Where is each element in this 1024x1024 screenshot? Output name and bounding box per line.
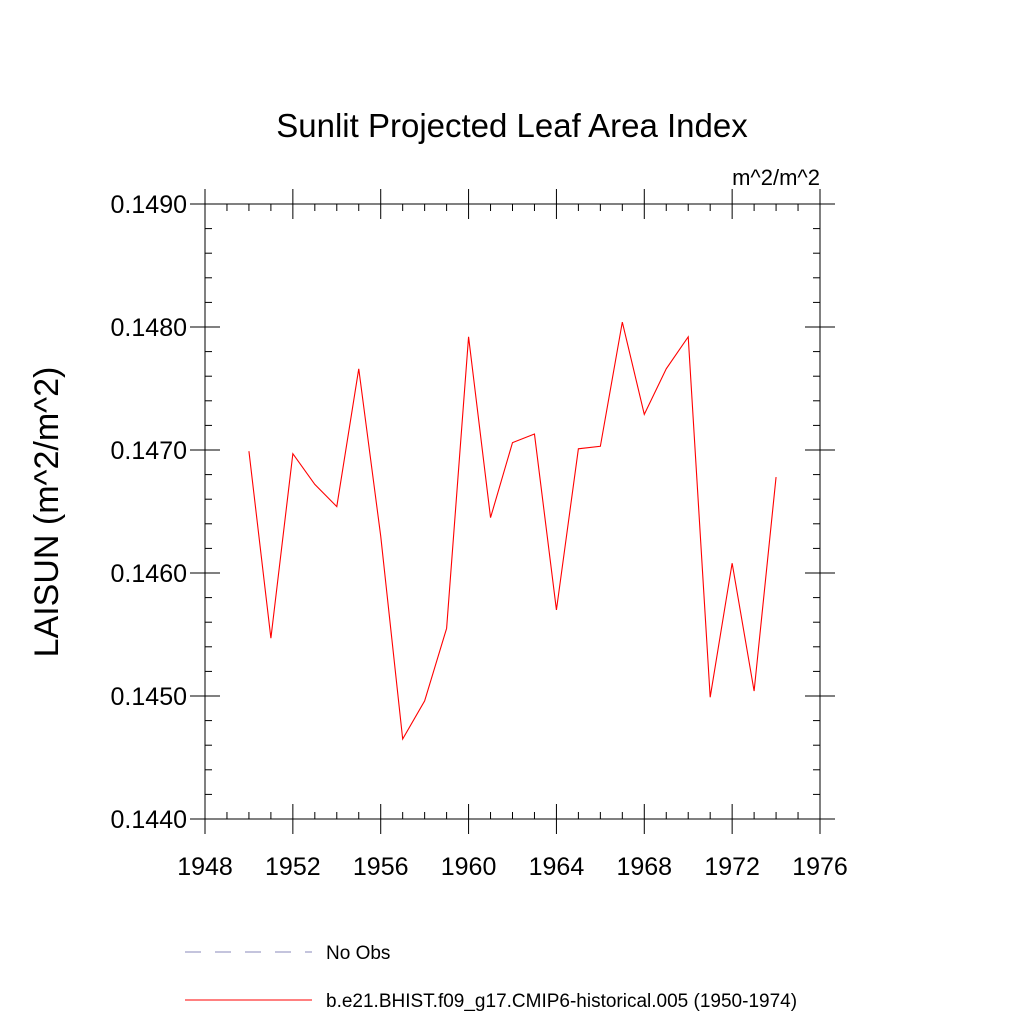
- x-tick-label: 1956: [353, 853, 409, 881]
- chart-title: Sunlit Projected Leaf Area Index: [276, 107, 748, 144]
- x-tick-label: 1968: [616, 853, 672, 881]
- axis-tick-labels: 1948 1952 1956 1960 1964 1968 1972 1976 0.1440 0.…: [111, 191, 848, 881]
- y-tick-label: 0.1490: [111, 191, 187, 219]
- legend: No Obs b.e21.BHIST.f09_g17.CMIP6-historic…: [185, 943, 797, 1012]
- y-axis-label: LAISUN (m^2/m^2): [28, 367, 66, 658]
- y-tick-label: 0.1480: [111, 314, 187, 342]
- x-tick-label: 1948: [177, 853, 233, 881]
- legend-label: b.e21.BHIST.f09_g17.CMIP6-historical.005…: [326, 991, 797, 1012]
- y-tick-label: 0.1450: [111, 683, 187, 711]
- x-tick-label: 1976: [792, 853, 848, 881]
- plot-frame: [204, 203, 821, 820]
- y-tick-label: 0.1440: [111, 806, 187, 834]
- x-tick-label: 1952: [265, 853, 321, 881]
- x-tick-label: 1964: [529, 853, 585, 881]
- legend-label: No Obs: [326, 943, 390, 964]
- series-line: [248, 321, 777, 741]
- axis-ticks: [190, 189, 835, 834]
- units-label: m^2/m^2: [732, 165, 820, 190]
- x-tick-label: 1972: [704, 853, 760, 881]
- y-tick-label: 0.1460: [111, 560, 187, 588]
- series-group: [248, 321, 777, 741]
- y-tick-label: 0.1470: [111, 437, 187, 465]
- x-tick-label: 1960: [441, 853, 497, 881]
